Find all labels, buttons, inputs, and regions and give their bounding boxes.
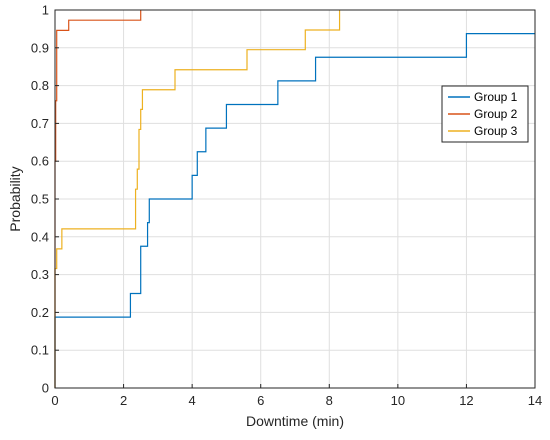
legend-label-group-3: Group 3 — [474, 124, 518, 138]
y-tick-label: 1 — [42, 3, 49, 18]
x-tick-label: 14 — [528, 393, 542, 408]
series-line-group-3 — [54, 10, 341, 388]
x-tick-label: 0 — [51, 393, 58, 408]
y-axis-label: Probability — [7, 166, 23, 231]
x-axis-label: Downtime (min) — [246, 413, 344, 429]
y-tick-label: 0.6 — [31, 154, 49, 169]
x-tick-label: 12 — [459, 393, 473, 408]
x-tick-label: 4 — [189, 393, 196, 408]
x-tick-label: 8 — [326, 393, 333, 408]
y-tick-label: 0.1 — [31, 343, 49, 358]
legend-label-group-2: Group 2 — [474, 107, 518, 121]
y-tick-label: 0.8 — [31, 78, 49, 93]
y-tick-label: 0.7 — [31, 116, 49, 131]
y-tick-label: 0.4 — [31, 229, 49, 244]
y-tick-label: 0.3 — [31, 267, 49, 282]
y-tick-label: 0.5 — [31, 192, 49, 207]
x-tick-label: 2 — [120, 393, 127, 408]
legend: Group 1 Group 2 Group 3 — [441, 85, 529, 143]
series-line-group-1 — [54, 33, 535, 388]
ticks: 0 2 4 6 8 10 12 14 0 0.1 0.2 0.3 0.4 0.5 0.6 0.7 0.8 0.9 1 — [31, 3, 542, 409]
y-tick-label: 0 — [42, 381, 49, 396]
y-tick-label: 0.9 — [31, 40, 49, 55]
x-tick-label: 6 — [257, 393, 264, 408]
legend-label-group-1: Group 1 — [474, 90, 518, 104]
x-tick-label: 10 — [391, 393, 405, 408]
y-tick-label: 0.2 — [31, 305, 49, 320]
